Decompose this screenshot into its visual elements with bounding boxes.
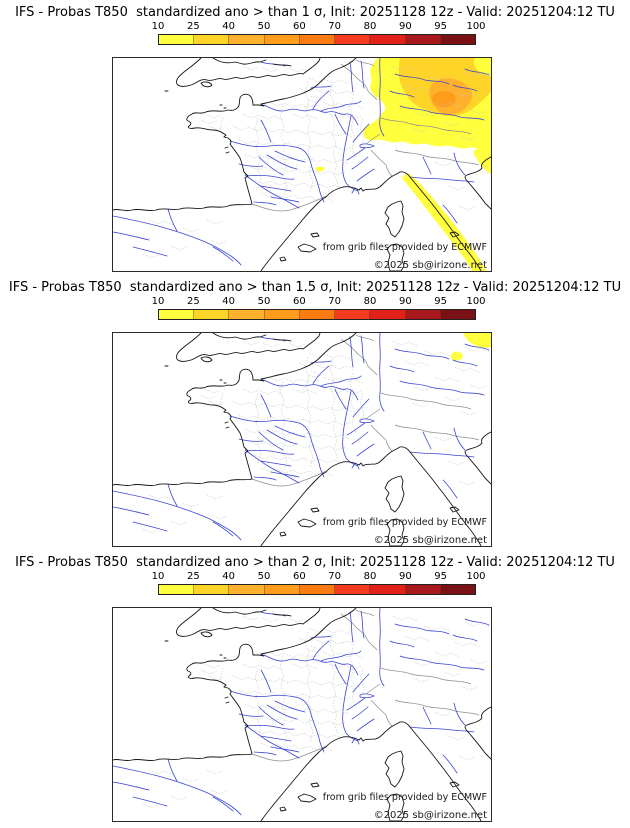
colorbar-tick: 60: [292, 571, 306, 582]
colorbar-tick: 25: [186, 571, 200, 582]
colorbar-segment: [299, 310, 336, 319]
probability-colorbar: 10 25 40 50 60 70 80 90 95 100: [152, 21, 486, 45]
colorbar-tick: 90: [398, 571, 412, 582]
colorbar-tick: 80: [363, 571, 377, 582]
colorbar-tick-labels: 10 25 40 50 60 70 80 90 95 100: [152, 571, 486, 584]
shade-10-25-corner: [463, 333, 491, 348]
map-france-2sigma: from grib files provided by ECMWF ©2025 …: [112, 607, 492, 822]
colorbar-segment: [335, 585, 371, 594]
colorbar-tick: 80: [363, 296, 377, 307]
colorbar-bar: [158, 584, 476, 595]
colorbar-segment: [405, 35, 441, 44]
panel-proba-gt-1-5sigma: IFS - Probas T850 standardized ano > tha…: [0, 279, 630, 548]
colorbar-segment: [370, 585, 406, 594]
colorbar-tick: 90: [398, 21, 412, 32]
colorbar-tick: 70: [328, 571, 342, 582]
basemap: [113, 608, 491, 821]
colorbar-tick: 100: [466, 296, 486, 307]
shade-10-25-italy-coast: [402, 173, 486, 271]
colorbar-tick: 95: [434, 21, 448, 32]
colorbar-segment: [159, 585, 195, 594]
colorbar-tick: 25: [186, 21, 200, 32]
colorbar-tick: 60: [292, 296, 306, 307]
colorbar-tick-labels: 10 25 40 50 60 70 80 90 95 100: [152, 21, 486, 34]
colorbar-tick: 40: [222, 571, 236, 582]
colorbar-tick: 50: [257, 571, 271, 582]
shade-10-25-rhone-spot: [315, 166, 325, 172]
colorbar-tick: 95: [434, 296, 448, 307]
colorbar-segment: [194, 35, 230, 44]
colorbar-tick-labels: 10 25 40 50 60 70 80 90 95 100: [152, 296, 486, 309]
panel-title: IFS - Probas T850 standardized ano > tha…: [8, 280, 622, 295]
colorbar-segment: [229, 35, 265, 44]
probability-shading: [450, 333, 491, 361]
colorbar-tick: 10: [151, 571, 165, 582]
colorbar-segment: [194, 310, 230, 319]
map-france-1sigma: from grib files provided by ECMWF ©2025 …: [112, 57, 492, 272]
attribution-text: from grib files provided by ECMWF: [323, 517, 487, 528]
shade-10-25-venice: [473, 145, 491, 174]
colorbar-segment: [335, 310, 371, 319]
shade-50-60: [432, 91, 456, 107]
panel-title: IFS - Probas T850 standardized ano > tha…: [15, 555, 615, 570]
colorbar-tick: 60: [292, 21, 306, 32]
colorbar-segment: [159, 310, 195, 319]
probability-colorbar: 10 25 40 50 60 70 80 90 95 100: [152, 296, 486, 320]
colorbar-tick: 95: [434, 571, 448, 582]
copyright-text: ©2025 sb@irizone.net: [374, 260, 487, 271]
colorbar-segment: [299, 585, 336, 594]
colorbar-tick: 50: [257, 21, 271, 32]
colorbar-tick: 80: [363, 21, 377, 32]
colorbar-tick: 10: [151, 296, 165, 307]
colorbar-segment: [264, 310, 300, 319]
colorbar-segment: [370, 310, 406, 319]
colorbar-segment: [370, 35, 406, 44]
colorbar-segment: [335, 35, 371, 44]
colorbar-bar: [158, 309, 476, 320]
colorbar-tick: 90: [398, 296, 412, 307]
probability-shading: [315, 58, 491, 271]
colorbar-tick: 70: [328, 21, 342, 32]
panel-proba-gt-2sigma: IFS - Probas T850 standardized ano > tha…: [0, 554, 630, 823]
shade-10-25-spot: [450, 351, 463, 361]
colorbar-tick: 50: [257, 296, 271, 307]
colorbar-segment: [405, 310, 441, 319]
attribution-text: from grib files provided by ECMWF: [323, 242, 487, 253]
map-svg: from grib files provided by ECMWF ©2025 …: [113, 58, 491, 271]
colorbar-segment: [194, 585, 230, 594]
map-france-1-5sigma: from grib files provided by ECMWF ©2025 …: [112, 332, 492, 547]
map-svg: from grib files provided by ECMWF ©2025 …: [113, 333, 491, 546]
colorbar-tick: 40: [222, 296, 236, 307]
colorbar-segment: [229, 310, 265, 319]
colorbar-tick: 40: [222, 21, 236, 32]
panel-title: IFS - Probas T850 standardized ano > tha…: [15, 5, 615, 20]
copyright-text: ©2025 sb@irizone.net: [374, 535, 487, 546]
colorbar-segment: [405, 585, 441, 594]
copyright-text: ©2025 sb@irizone.net: [374, 810, 487, 821]
colorbar-segment: [159, 35, 195, 44]
colorbar-segment: [264, 35, 300, 44]
colorbar-segment: [299, 35, 336, 44]
colorbar-tick: 25: [186, 296, 200, 307]
map-svg: from grib files provided by ECMWF ©2025 …: [113, 608, 491, 821]
colorbar-tick: 70: [328, 296, 342, 307]
colorbar-tick: 100: [466, 21, 486, 32]
colorbar-segment: [229, 585, 265, 594]
colorbar-segment: [264, 585, 300, 594]
colorbar-tick: 100: [466, 571, 486, 582]
probability-colorbar: 10 25 40 50 60 70 80 90 95 100: [152, 571, 486, 595]
colorbar-segment: [440, 310, 475, 319]
attribution-text: from grib files provided by ECMWF: [323, 792, 487, 803]
colorbar-tick: 10: [151, 21, 165, 32]
colorbar-segment: [440, 585, 475, 594]
basemap: [113, 333, 491, 546]
panel-proba-gt-1sigma: IFS - Probas T850 standardized ano > tha…: [0, 4, 630, 273]
colorbar-segment: [440, 35, 475, 44]
colorbar-bar: [158, 34, 476, 45]
